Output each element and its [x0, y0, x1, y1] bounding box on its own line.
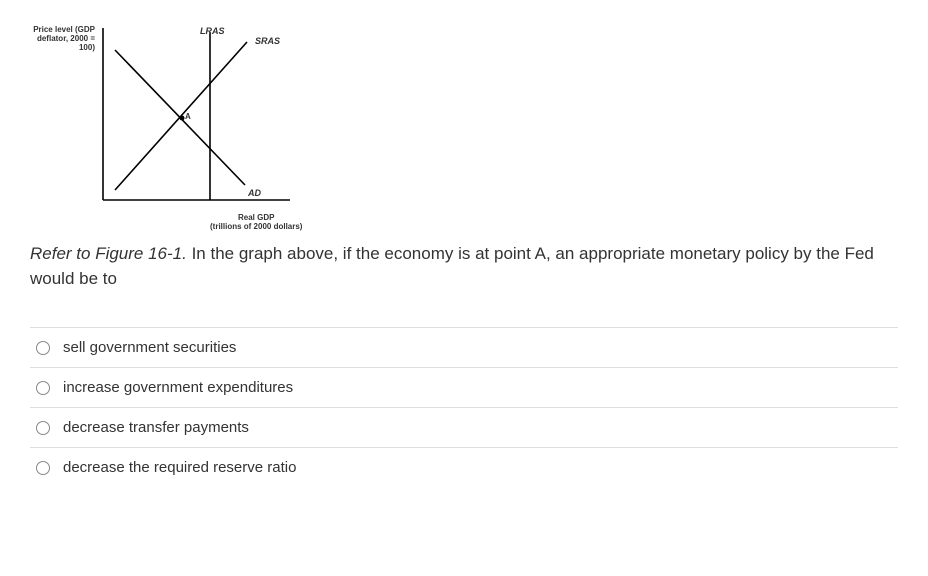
radio-icon — [36, 381, 50, 395]
answer-option-2[interactable]: decrease transfer payments — [30, 407, 898, 447]
answer-option-1[interactable]: increase government expenditures — [30, 367, 898, 407]
figure-reference: Refer to Figure 16-1. — [30, 244, 187, 263]
x-axis-label: Real GDP (trillions of 2000 dollars) — [210, 214, 302, 232]
option-label: sell government securities — [63, 339, 236, 356]
point-a-label: A — [185, 112, 191, 121]
lras-label: LRAS — [200, 26, 225, 36]
y-axis-label: Price level (GDP deflator, 2000 = 100) — [33, 26, 95, 52]
option-label: decrease the required reserve ratio — [63, 459, 296, 476]
answer-options: sell government securities increase gover… — [30, 327, 898, 487]
radio-icon — [36, 461, 50, 475]
answer-option-3[interactable]: decrease the required reserve ratio — [30, 447, 898, 487]
figure-16-1: Price level (GDP deflator, 2000 = 100) L… — [35, 20, 305, 230]
option-label: increase government expenditures — [63, 379, 293, 396]
option-label: decrease transfer payments — [63, 419, 249, 436]
radio-icon — [36, 421, 50, 435]
ad-label: AD — [248, 188, 261, 198]
answer-option-0[interactable]: sell government securities — [30, 327, 898, 367]
radio-icon — [36, 341, 50, 355]
question-text: Refer to Figure 16-1. In the graph above… — [30, 242, 898, 291]
sras-label: SRAS — [255, 36, 280, 46]
